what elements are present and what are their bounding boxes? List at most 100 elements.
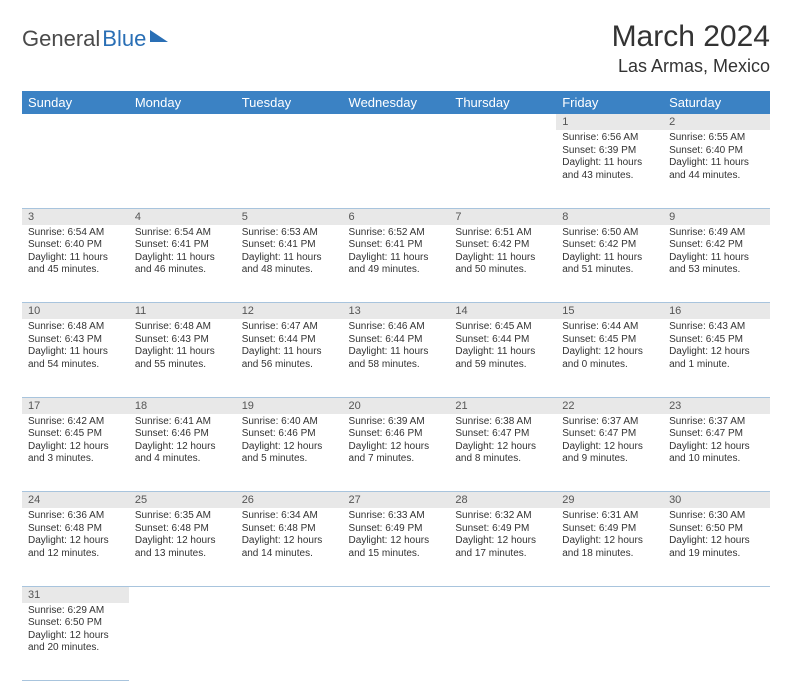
day-number-cell [236, 586, 343, 603]
day-info-cell [129, 130, 236, 208]
day-info-cell: Sunrise: 6:42 AMSunset: 6:45 PMDaylight:… [22, 414, 129, 492]
sunrise-text: Sunrise: 6:51 AM [455, 227, 550, 240]
sunset-text: Sunset: 6:39 PM [562, 145, 657, 158]
day-info-cell: Sunrise: 6:45 AMSunset: 6:44 PMDaylight:… [449, 319, 556, 397]
sunset-text: Sunset: 6:45 PM [28, 428, 123, 441]
sunrise-text: Sunrise: 6:29 AM [28, 605, 123, 618]
daylight-text: Daylight: 11 hours and 43 minutes. [562, 157, 657, 182]
day-number-cell: 14 [449, 303, 556, 320]
sunrise-text: Sunrise: 6:49 AM [669, 227, 764, 240]
day-number-row: 17181920212223 [22, 397, 770, 414]
logo: General Blue [22, 26, 168, 52]
day-info-cell [449, 130, 556, 208]
day-number-cell: 31 [22, 586, 129, 603]
sunrise-text: Sunrise: 6:53 AM [242, 227, 337, 240]
day-info-cell: Sunrise: 6:40 AMSunset: 6:46 PMDaylight:… [236, 414, 343, 492]
day-info-cell: Sunrise: 6:54 AMSunset: 6:41 PMDaylight:… [129, 225, 236, 303]
sunset-text: Sunset: 6:43 PM [28, 334, 123, 347]
day-info-cell [449, 603, 556, 681]
daylight-text: Daylight: 12 hours and 5 minutes. [242, 441, 337, 466]
day-number-cell: 24 [22, 492, 129, 509]
sunset-text: Sunset: 6:48 PM [135, 523, 230, 536]
day-info-cell [556, 603, 663, 681]
sunrise-text: Sunrise: 6:54 AM [28, 227, 123, 240]
title-block: March 2024 Las Armas, Mexico [612, 20, 770, 77]
sunset-text: Sunset: 6:40 PM [28, 239, 123, 252]
day-number-row: 10111213141516 [22, 303, 770, 320]
day-info-row: Sunrise: 6:48 AMSunset: 6:43 PMDaylight:… [22, 319, 770, 397]
day-number-row: 3456789 [22, 208, 770, 225]
sunset-text: Sunset: 6:44 PM [455, 334, 550, 347]
sunrise-text: Sunrise: 6:55 AM [669, 132, 764, 145]
day-number-cell: 30 [663, 492, 770, 509]
day-number-cell: 17 [22, 397, 129, 414]
sunrise-text: Sunrise: 6:31 AM [562, 510, 657, 523]
sunrise-text: Sunrise: 6:33 AM [349, 510, 444, 523]
sunset-text: Sunset: 6:46 PM [242, 428, 337, 441]
day-info-row: Sunrise: 6:54 AMSunset: 6:40 PM Daylight:… [22, 225, 770, 303]
sunset-text: Sunset: 6:46 PM [135, 428, 230, 441]
day-info-cell: Sunrise: 6:51 AMSunset: 6:42 PMDaylight:… [449, 225, 556, 303]
sunset-text: Sunset: 6:47 PM [669, 428, 764, 441]
day-number-cell: 10 [22, 303, 129, 320]
day-info-cell: Sunrise: 6:47 AMSunset: 6:44 PMDaylight:… [236, 319, 343, 397]
day-number-cell: 8 [556, 208, 663, 225]
sunrise-text: Sunrise: 6:45 AM [455, 321, 550, 334]
sunset-text: Sunset: 6:46 PM [349, 428, 444, 441]
day-info-cell: Sunrise: 6:48 AMSunset: 6:43 PMDaylight:… [22, 319, 129, 397]
sunset-text: Sunset: 6:42 PM [562, 239, 657, 252]
daylight-text: Daylight: 12 hours and 7 minutes. [349, 441, 444, 466]
day-number-cell: 12 [236, 303, 343, 320]
sunset-text: Sunset: 6:42 PM [455, 239, 550, 252]
day-info-cell: Sunrise: 6:43 AMSunset: 6:45 PMDaylight:… [663, 319, 770, 397]
day-info-cell: Sunrise: 6:41 AMSunset: 6:46 PMDaylight:… [129, 414, 236, 492]
daylight-text: Daylight: 12 hours and 10 minutes. [669, 441, 764, 466]
day-info-cell: Sunrise: 6:38 AMSunset: 6:47 PMDaylight:… [449, 414, 556, 492]
day-info-cell: Sunrise: 6:37 AMSunset: 6:47 PMDaylight:… [663, 414, 770, 492]
day-info-cell: Sunrise: 6:29 AMSunset: 6:50 PMDaylight:… [22, 603, 129, 681]
sunset-text: Sunset: 6:40 PM [669, 145, 764, 158]
weekday-header: Saturday [663, 91, 770, 114]
sunrise-text: Sunrise: 6:35 AM [135, 510, 230, 523]
day-info-cell: Sunrise: 6:34 AMSunset: 6:48 PMDaylight:… [236, 508, 343, 586]
day-number-cell: 20 [343, 397, 450, 414]
sunrise-text: Sunrise: 6:44 AM [562, 321, 657, 334]
day-number-cell [129, 586, 236, 603]
sunset-text: Sunset: 6:48 PM [28, 523, 123, 536]
day-info-cell: Sunrise: 6:44 AMSunset: 6:45 PMDaylight:… [556, 319, 663, 397]
day-number-cell: 18 [129, 397, 236, 414]
daylight-text: Daylight: 12 hours and 13 minutes. [135, 535, 230, 560]
day-info-cell: Sunrise: 6:46 AMSunset: 6:44 PMDaylight:… [343, 319, 450, 397]
day-number-cell: 25 [129, 492, 236, 509]
day-info-cell: Sunrise: 6:50 AMSunset: 6:42 PMDaylight:… [556, 225, 663, 303]
daylight-text: Daylight: 12 hours and 19 minutes. [669, 535, 764, 560]
location: Las Armas, Mexico [612, 56, 770, 77]
sunset-text: Sunset: 6:49 PM [455, 523, 550, 536]
day-number-row: 31 [22, 586, 770, 603]
day-number-cell: 13 [343, 303, 450, 320]
logo-text-blue: Blue [102, 26, 146, 52]
sunrise-text: Sunrise: 6:30 AM [669, 510, 764, 523]
day-info-cell: Sunrise: 6:48 AMSunset: 6:43 PMDaylight:… [129, 319, 236, 397]
sunrise-text: Sunrise: 6:52 AM [349, 227, 444, 240]
day-info-cell: Sunrise: 6:52 AMSunset: 6:41 PMDaylight:… [343, 225, 450, 303]
day-info-cell: Sunrise: 6:33 AMSunset: 6:49 PMDaylight:… [343, 508, 450, 586]
sunrise-text: Sunrise: 6:39 AM [349, 416, 444, 429]
logo-text-general: General [22, 26, 100, 52]
day-number-cell: 27 [343, 492, 450, 509]
sunrise-text: Sunrise: 6:48 AM [135, 321, 230, 334]
weekday-header: Monday [129, 91, 236, 114]
sunrise-text: Sunrise: 6:48 AM [28, 321, 123, 334]
daylight-text: Daylight: 11 hours and 55 minutes. [135, 346, 230, 371]
day-number-cell: 5 [236, 208, 343, 225]
daylight-text: Daylight: 12 hours and 17 minutes. [455, 535, 550, 560]
sunset-text: Sunset: 6:50 PM [669, 523, 764, 536]
daylight-text: Daylight: 11 hours and 59 minutes. [455, 346, 550, 371]
daylight-text: Daylight: 12 hours and 3 minutes. [28, 441, 123, 466]
sunrise-text: Sunrise: 6:34 AM [242, 510, 337, 523]
daylight-text: Daylight: 11 hours and 56 minutes. [242, 346, 337, 371]
day-info-row: Sunrise: 6:36 AMSunset: 6:48 PMDaylight:… [22, 508, 770, 586]
daylight-text: Daylight: 11 hours and 49 minutes. [349, 252, 444, 277]
sunrise-text: Sunrise: 6:36 AM [28, 510, 123, 523]
day-number-cell: 2 [663, 114, 770, 130]
